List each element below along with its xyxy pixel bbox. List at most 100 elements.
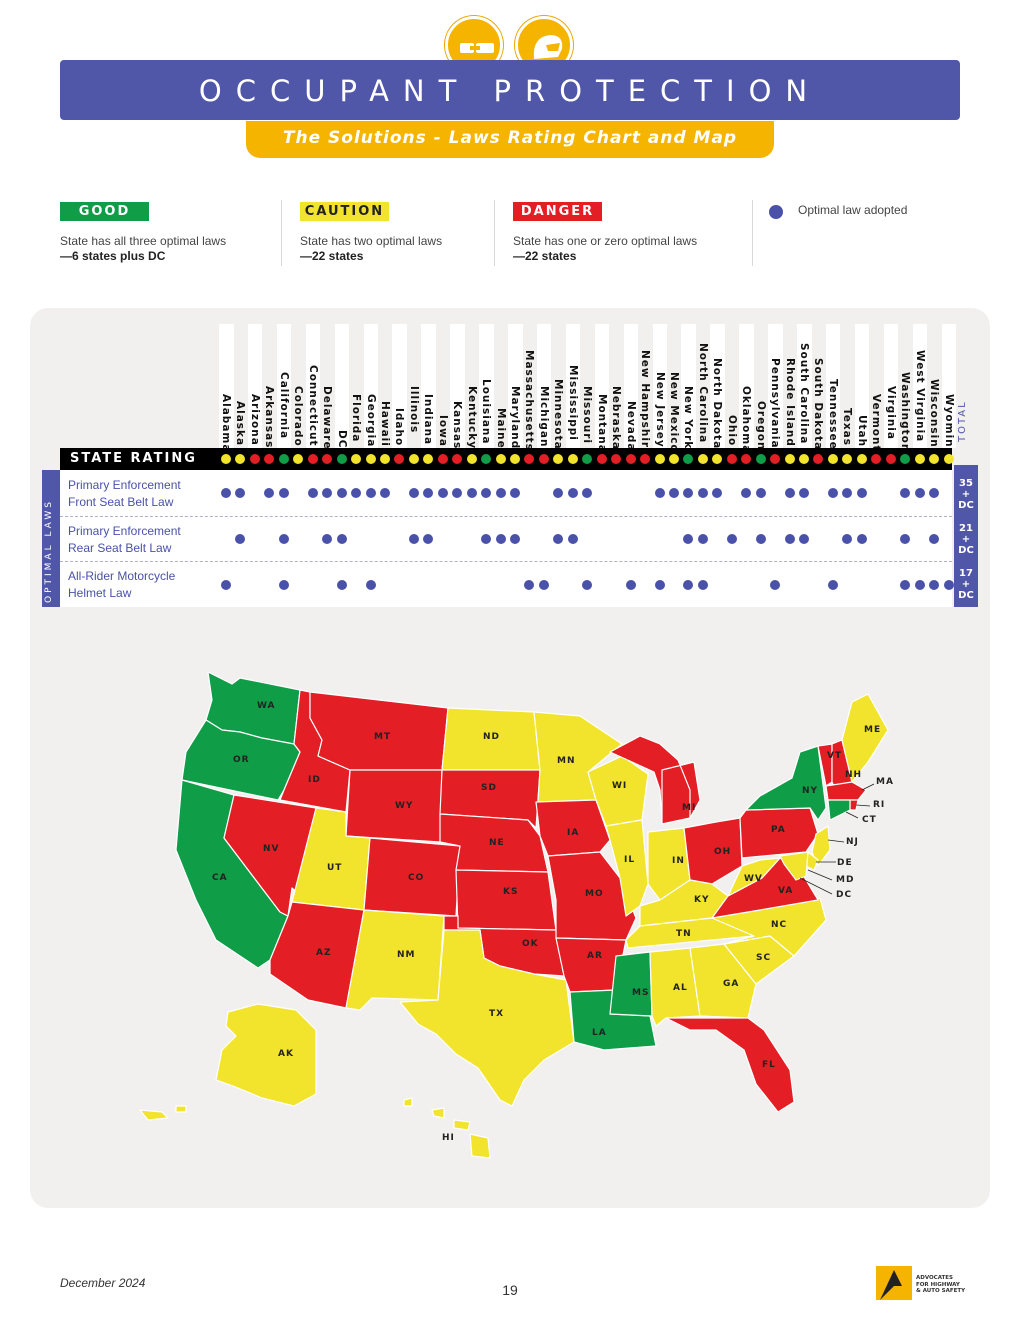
map-label-sc: SC [756,953,771,963]
law-dot [278,580,289,590]
law-dot [495,488,506,498]
law-dot [799,488,809,498]
rating-dot-pennsylvania [770,454,781,464]
law-dot [697,534,708,544]
rating-dot-missouri [582,454,593,464]
column-stripe [363,324,378,448]
caution-description: State has two optimal laws [300,234,443,248]
rating-dot-idaho [394,454,405,464]
state-AK [215,1003,317,1107]
law-dot [567,534,578,544]
law-dot [452,488,463,498]
column-stripe [854,324,870,448]
column-stripe [681,324,696,448]
seat-belt-icon [460,43,494,53]
caution-badge: CAUTION [300,202,389,221]
map-label-va: VA [778,886,793,896]
danger-count: —22 states [513,249,577,263]
state-MA [825,781,867,801]
column-stripe [305,324,321,448]
law-dot [943,580,954,590]
law-dot [668,488,679,498]
rating-dot-colorado [293,454,304,464]
law-dot [741,488,752,498]
rating-dot-minnesota [553,454,564,464]
law-dot [755,534,766,544]
rating-dot-new-jersey [654,454,665,464]
state-CT [827,799,851,821]
law-dot [654,580,665,590]
rating-dot-north-dakota [712,454,723,464]
law-dot [553,534,564,544]
map-label-ga: GA [723,979,739,989]
law-dot [683,580,694,590]
law-dot [770,580,781,590]
column-stripe [450,324,465,448]
map-label-ks: KS [503,887,518,897]
rating-dot-maryland [510,454,520,464]
rating-dot-maine [495,454,506,464]
column-stripe [825,324,841,448]
law-dot [799,534,809,544]
column-stripe [421,324,436,448]
law-dot [582,488,593,498]
map-label-ri: RI [873,800,885,810]
state-rating-label: STATE RATING [70,451,197,466]
map-label-mt: MT [374,732,391,742]
map-label-ne: NE [489,838,505,848]
law-dot [278,488,289,498]
row-label-front-seat-belt: Primary Enforcement Front Seat Belt Law [68,478,181,509]
law-dot [827,488,838,498]
map-label-id: ID [308,775,321,785]
map-label-in: IN [672,856,685,866]
map-label-nd: ND [483,732,500,742]
map-label-nh: NH [845,770,862,780]
law-dot [842,534,853,544]
law-dot [365,580,376,590]
map-label-ky: KY [694,895,710,905]
column-stripe [912,324,928,448]
map-label-fl: FL [762,1060,776,1070]
optimal-law-label: Optimal law adopted [798,203,908,217]
rating-dot-alaska [235,454,246,464]
rating-dot-georgia [365,454,376,464]
rating-dot-tennessee [827,454,838,464]
rating-dot-hawaii [379,454,390,464]
law-dot [322,488,333,498]
column-stripe [941,324,956,448]
map-label-il: IL [624,855,635,865]
map-label-hi: HI [442,1133,455,1143]
map-label-nj: NJ [846,837,859,847]
map-label-vt: VT [827,751,842,761]
state-IL [605,819,649,917]
map-label-me: ME [864,725,881,735]
law-dot [827,580,838,590]
rating-dot-texas [842,454,853,464]
rating-dot-wisconsin [929,454,940,464]
map-label-az: AZ [316,948,332,958]
row-label-rear-seat-belt: Primary Enforcement Rear Seat Belt Law [68,524,181,555]
law-dot [336,534,347,544]
row-label-motorcycle-helmet: All-Rider Motorcycle Helmet Law [68,569,176,600]
danger-description: State has one or zero optimal laws [513,234,698,248]
law-dot [697,580,708,590]
map-label-mn: MN [557,756,576,766]
column-stripe [623,324,639,448]
law-dot [712,488,723,498]
rating-dot-massachusetts [524,454,535,464]
map-label-co: CO [408,873,424,883]
rating-dot-louisiana [481,454,492,464]
page-title: OCCUPANT PROTECTION [198,74,822,108]
map-label-nc: NC [771,920,787,930]
law-dot [437,488,448,498]
caution-count: —22 states [300,249,364,263]
rating-dot-wyoming [943,454,954,464]
law-dot [929,580,940,590]
state-OH [683,817,743,885]
row-divider [60,516,952,517]
state-rating-bar [60,448,952,470]
map-label-ut: UT [327,863,342,873]
map-label-mo: MO [585,889,604,899]
rating-dot-california [278,454,289,464]
law-dot [408,534,419,544]
